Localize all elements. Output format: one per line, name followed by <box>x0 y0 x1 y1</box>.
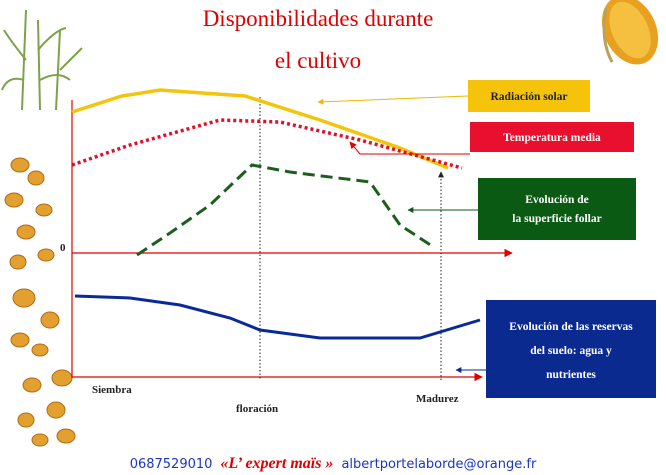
temperature-pointer <box>349 141 470 155</box>
title-line1: Disponibilidades durante <box>203 6 434 31</box>
radiation-pointer <box>317 95 469 105</box>
footer: 0687529010 «L’ expert maïs » albertporte… <box>130 455 537 472</box>
sowing-label: Siembra <box>92 384 132 396</box>
reserves-curve <box>74 294 481 340</box>
reserves-label-3: nutrientes <box>546 369 596 381</box>
leaf-label-1: Evolución de <box>525 194 589 206</box>
temperature-box <box>470 122 634 152</box>
footer-phone: 0687529010 <box>130 457 213 472</box>
reserves-box <box>486 300 656 398</box>
reserves-label-1: Evolución de las reservas <box>509 321 633 333</box>
radiation-box <box>468 80 590 112</box>
title-line2: el cultivo <box>275 48 361 73</box>
corn-kernels <box>4 157 76 447</box>
corn-cob <box>601 0 659 65</box>
temperature-curve <box>71 118 463 170</box>
leaf-curve <box>136 163 433 257</box>
flowering-label: floración <box>236 403 278 415</box>
maturity-label: Madurez <box>416 393 459 405</box>
leaf-label-2: la superficie follar <box>512 213 601 225</box>
radiation-curve <box>71 88 449 170</box>
footer-brand: «L’ expert maïs » <box>220 455 333 472</box>
zero-label: 0 <box>60 242 66 254</box>
radiation-label: Radiación solar <box>491 91 568 103</box>
reserves-label-2: del suelo: agua y <box>530 345 612 357</box>
corn-stalks <box>1 9 83 111</box>
leaf-box <box>478 178 636 240</box>
footer-email: albertportelaborde@orange.fr <box>341 457 537 472</box>
temperature-label: Temperatura media <box>503 132 601 144</box>
